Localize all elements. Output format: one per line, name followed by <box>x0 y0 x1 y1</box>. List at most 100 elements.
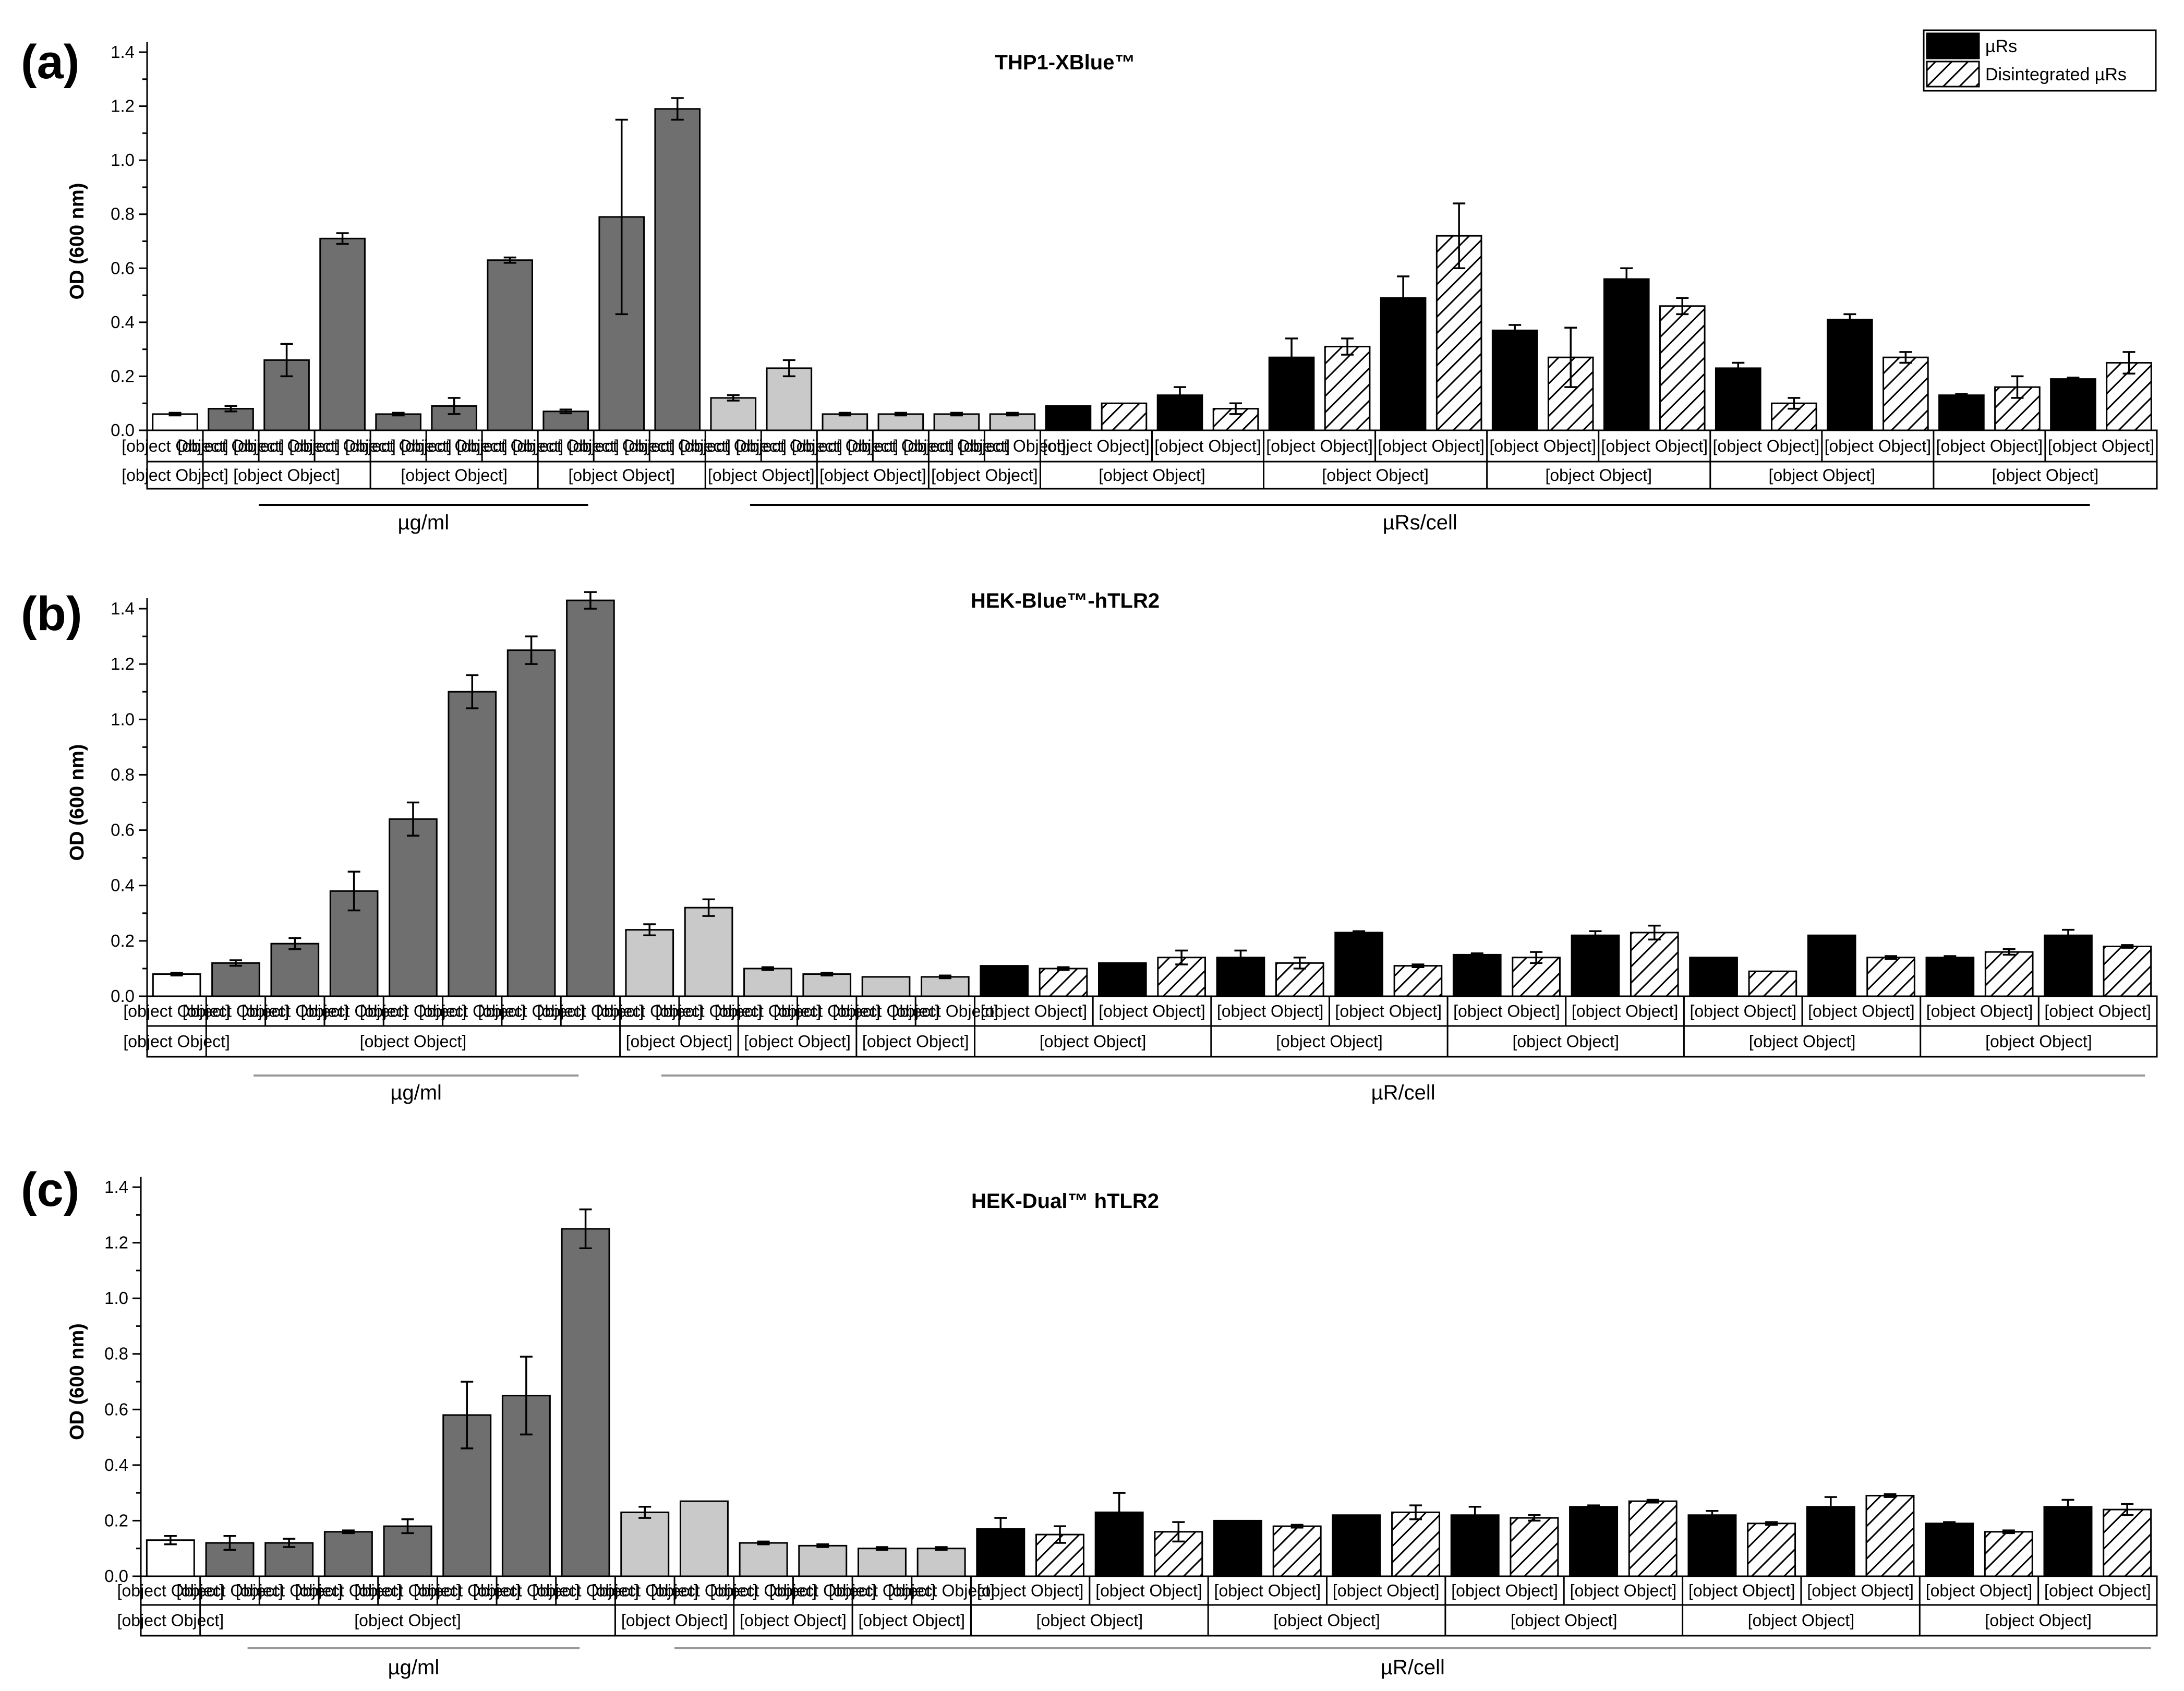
chart-panel-c: (c) HEK-Dual™ hTLR2 OD (600 nm) 0.0 0.2 0.4 0.… <box>21 1163 2158 1679</box>
bar <box>211 962 260 997</box>
group-row-label: [object Object] <box>1276 1032 1383 1051</box>
error-bar <box>761 966 774 971</box>
group-row-label: [object Object] <box>122 466 228 485</box>
group-row-label: [object Object] <box>1992 466 2099 485</box>
error-bar <box>170 972 183 976</box>
dose-row-label: [object Object] <box>1713 437 1820 455</box>
error-bar <box>579 1208 592 1249</box>
group-row-label: [object Object] <box>1511 1611 1618 1630</box>
chart-panel-a: (a) THP1-XBlue™ OD (600 nm) 0.0 0.2 0.4 0.6 0.8… <box>21 35 2158 534</box>
bar <box>561 1228 610 1577</box>
y-tick-label: 0.4 <box>104 1455 128 1475</box>
dose-row-label: [object Object] <box>473 1581 580 1600</box>
dose-row-label: [object Object] <box>2044 1002 2151 1021</box>
error-bar <box>1234 949 1247 965</box>
error-bar <box>2121 944 2134 949</box>
group-row-label: [object Object] <box>568 466 675 485</box>
group-row-label: [object Object] <box>862 1032 969 1051</box>
bar <box>506 649 556 997</box>
error-bar <box>1468 1506 1481 1525</box>
bar <box>877 413 924 431</box>
dose-row-label: [object Object] <box>592 1581 698 1600</box>
error-bar <box>1564 327 1577 388</box>
error-bar <box>1341 337 1354 356</box>
error-bar <box>288 937 301 950</box>
error-bar <box>1706 1510 1719 1520</box>
error-bar <box>1290 1524 1304 1529</box>
bar <box>861 976 911 997</box>
y-tick-label: 0.4 <box>111 876 135 895</box>
dose-row-label: [object Object] <box>848 437 955 455</box>
bar <box>1272 1525 1322 1577</box>
error-bar <box>1885 955 1898 960</box>
y-tick-label: 0.4 <box>111 312 135 332</box>
error-bar <box>1955 393 1968 398</box>
dose-row-label: [object Object] <box>233 437 340 455</box>
group-row-label: [object Object] <box>1322 466 1429 485</box>
y-tick-label: 1.4 <box>111 599 135 618</box>
dose-row-label: [object Object] <box>295 1581 402 1600</box>
unit-label: µR/cell <box>1381 1656 1445 1679</box>
y-tick-label: 0.6 <box>111 820 135 840</box>
group-row-label: [object Object] <box>1748 1611 1855 1630</box>
bar <box>766 367 813 431</box>
bar <box>1925 1523 1974 1577</box>
error-bar <box>1053 1525 1066 1544</box>
dose-row-label: [object Object] <box>2044 1581 2151 1600</box>
dose-row-label: [object Object] <box>1808 1002 1915 1021</box>
error-bar <box>950 412 963 417</box>
bar <box>1984 1531 2033 1577</box>
dose-row-label: [object Object] <box>769 1581 876 1600</box>
error-bar <box>401 1518 414 1535</box>
y-tick-label: 0.8 <box>111 765 135 784</box>
bar <box>542 410 589 431</box>
dose-row-label: [object Object] <box>414 1581 521 1600</box>
group-row-label: [object Object] <box>354 1611 461 1630</box>
dose-row-label: [object Object] <box>456 437 563 455</box>
group-row-label: [object Object] <box>1512 1032 1619 1051</box>
bar <box>679 1500 729 1577</box>
group-row-label: [object Object] <box>1545 466 1652 485</box>
y-tick-label: 1.0 <box>111 150 135 170</box>
bar <box>1748 970 1797 997</box>
bar <box>1101 402 1148 431</box>
error-bar <box>820 972 834 976</box>
error-bar <box>1899 351 1912 364</box>
y-axis-label: OD (600 nm) <box>66 1323 88 1440</box>
dose-row-label: [object Object] <box>596 1002 703 1021</box>
panel-letter: (c) <box>21 1163 79 1216</box>
bar <box>1806 1506 1855 1577</box>
error-bar <box>1884 1493 1897 1498</box>
error-bar <box>283 1538 296 1548</box>
group-row-frame <box>146 1025 2158 1058</box>
dose-row-label: [object Object] <box>1099 1002 1205 1021</box>
bar <box>620 1511 670 1577</box>
error-bar <box>2061 1499 2074 1515</box>
bar <box>822 413 868 431</box>
dose-row-label: [object Object] <box>1217 1002 1324 1021</box>
y-tick-label: 0.8 <box>104 1344 128 1363</box>
dose-row-label: [object Object] <box>360 1002 467 1021</box>
bar <box>798 1544 848 1577</box>
group-row-label: [object Object] <box>401 466 508 485</box>
dose-row-label: [object Object] <box>651 1581 758 1600</box>
error-bar <box>1293 956 1306 970</box>
dose-row-label: [object Object] <box>122 437 228 455</box>
dose-row-label: [object Object] <box>1378 437 1485 455</box>
error-bar <box>584 591 597 610</box>
unit-label: µg/ml <box>397 511 449 534</box>
group-row-label: [object Object] <box>1273 1611 1380 1630</box>
legend: µRs Disintegrated µRs <box>1923 29 2157 92</box>
group-row-label: [object Object] <box>819 466 926 485</box>
error-bar <box>2011 375 2024 399</box>
error-bar <box>638 1506 651 1519</box>
error-bar <box>1509 324 1522 337</box>
dose-row-label: [object Object] <box>1926 1002 2033 1021</box>
dose-row-label: [object Object] <box>176 1581 283 1600</box>
error-bar <box>757 1540 770 1545</box>
dose-row-label: [object Object] <box>1154 437 1261 455</box>
group-row-label: [object Object] <box>859 1611 966 1630</box>
y-axis-label: OD (600 nm) <box>66 744 88 861</box>
bar <box>933 413 980 431</box>
